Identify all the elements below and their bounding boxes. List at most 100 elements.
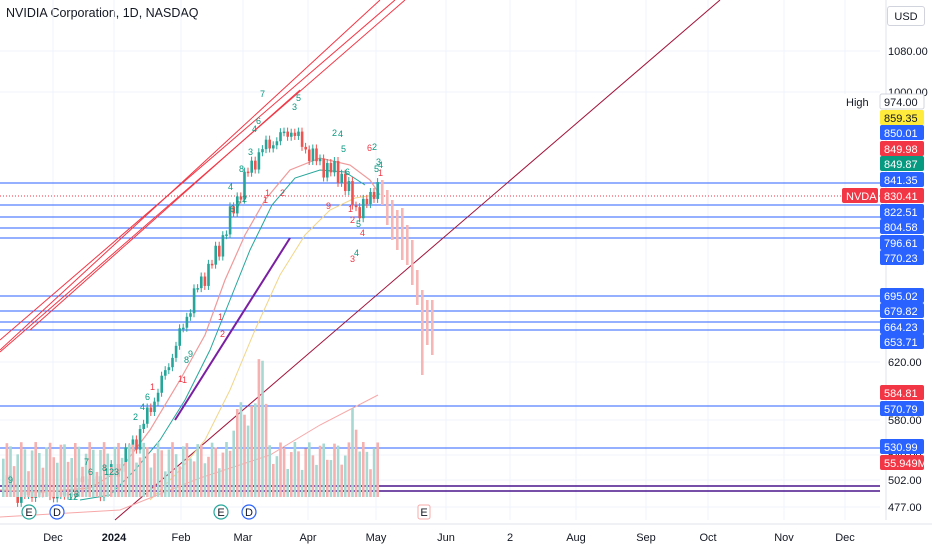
price-label-prefix-box [842,94,878,109]
candle [138,429,142,450]
volume-bar [160,450,163,497]
candle [185,316,189,328]
volume-bar [290,452,293,497]
volume-bar [34,442,37,497]
price-label-box [880,219,924,234]
volume-bar [286,468,289,497]
signal-label: 3 [376,157,381,167]
volume-bar [52,457,55,497]
volume-bar [27,471,30,497]
volume-bar [2,458,5,497]
candle [290,132,293,137]
signal-label: 1 [348,204,353,214]
signal-label: 5 [356,219,361,229]
candle [221,235,225,257]
signal-label: 4 [360,228,365,238]
candle [275,141,279,146]
volume-bar [257,359,261,497]
volume-bar [16,454,19,497]
price-label: 859.35 [880,110,924,125]
signal-label: 6 [256,116,261,126]
price-label-text: 849.87 [884,159,918,171]
volume-bar [30,450,34,497]
time-tick: 2024 [102,532,127,544]
price-label: 653.71 [880,334,924,349]
volume-bar [254,403,257,497]
volume-bar [38,453,41,497]
signal-label: 2 [350,215,355,225]
candle [207,263,210,286]
candle [254,160,257,170]
candle [329,163,333,173]
signal-label: 12 [68,492,78,502]
price-label: 850.01 [880,125,924,140]
signal-label: 1 [178,374,183,384]
signal-label: 6 [345,167,350,177]
time-tick: Nov [774,532,794,544]
volume-bar [48,442,52,497]
volume-bar [369,469,372,497]
volume-bar [210,442,214,497]
candle [228,206,232,235]
currency-button[interactable]: USD [887,6,925,26]
candle [210,263,214,266]
candle [268,139,271,149]
volume-bar [95,471,99,497]
candle [200,276,203,289]
price-label-prefix-box [842,188,878,203]
volume-bar [5,443,9,497]
candle-ghost [421,290,424,375]
volume-bar [318,445,322,497]
volume-bar [88,442,91,497]
price-label: 530.99 [880,439,924,454]
volume-bar [300,469,304,497]
price-label-box [880,401,924,416]
price-label-box [880,303,924,318]
volume-bar [333,443,336,497]
candle-ghost [426,300,429,345]
candle [351,181,354,206]
candle [279,132,282,142]
volume-bar [20,442,23,497]
volume-bar [102,442,106,497]
volume-bar [282,447,286,497]
volume-bar [156,442,160,497]
candle-ghost [411,240,414,285]
signal-label: 1 [218,312,223,322]
candle [282,131,286,134]
signal-label: 6 [230,204,235,214]
event-label: E [420,507,427,519]
candle [336,161,340,183]
volume-bar [311,455,315,497]
earnings-icon [21,504,37,520]
price-label-box [880,439,924,454]
signal-label: 3 [248,147,253,157]
candle [344,173,347,192]
candle-ghost [381,180,384,205]
candle [189,313,192,317]
price-label: 570.79 [880,401,924,416]
price-label: 841.35 [880,172,924,187]
price-label-text: 664.23 [884,322,918,334]
time-tick: Mar [234,532,253,544]
sma-fast-line [0,157,381,493]
signal-label: 5 [374,164,379,174]
signal-label: 7 [84,457,89,467]
trend-line [0,0,381,351]
price-label-box [879,93,925,110]
volume-bar [279,442,282,497]
price-tick: 620.00 [888,357,922,369]
candle [243,171,246,200]
signal-label: 123 [104,467,119,477]
candle [196,288,199,290]
price-label: 822.51 [880,204,924,219]
volume-bar [81,466,84,497]
signal-label: 1 [378,168,383,178]
signal-label: 1 [265,188,270,198]
volume-bar [113,446,117,497]
volume-bar [117,442,120,497]
candle [326,163,329,178]
candle [286,131,289,137]
volume-bar [336,445,340,497]
